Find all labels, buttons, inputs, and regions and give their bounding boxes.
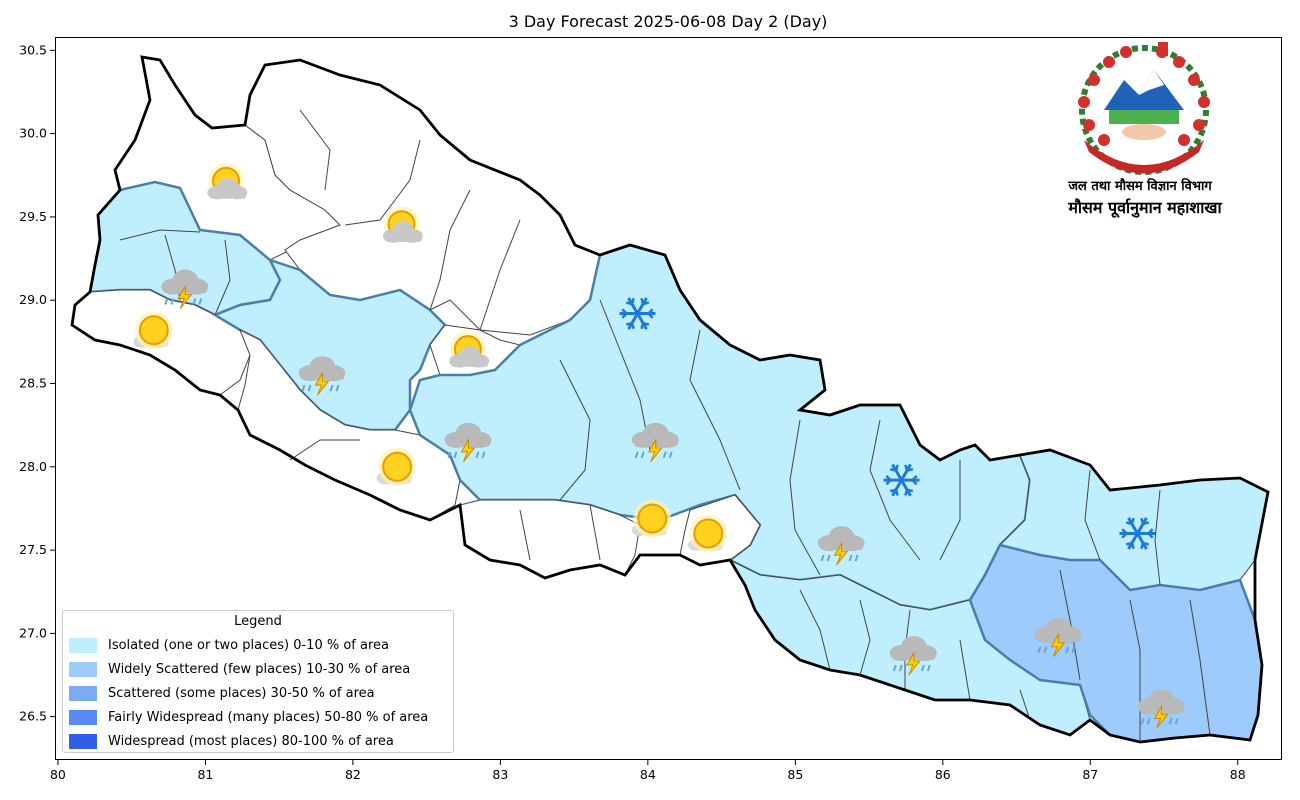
x-tick-label: 81 <box>197 767 213 782</box>
y-tick-label: 27.5 <box>19 542 47 557</box>
legend-swatch <box>69 685 97 701</box>
legend-label: Widely Scattered (few places) 10-30 % of… <box>108 661 411 677</box>
thunderstorm-rain-icon <box>631 422 679 463</box>
legend-swatch <box>69 661 97 677</box>
x-tick-label: 88 <box>1230 767 1246 782</box>
nepal-government-emblem <box>1078 42 1210 175</box>
map-title: 3 Day Forecast 2025-06-08 Day 2 (Day) <box>508 12 828 31</box>
weather-icons <box>133 162 1185 729</box>
axis-ticks: 80 81 82 83 84 85 86 87 88 30.5 30.0 29.5 29.0 28.5 28… <box>19 42 1246 782</box>
partly-cloudy-icon <box>449 331 490 368</box>
y-tick-label: 27.0 <box>19 625 47 640</box>
snow-icon <box>619 297 656 330</box>
y-tick-label: 29.5 <box>19 209 47 224</box>
sunny-icon <box>631 499 672 538</box>
x-tick-label: 85 <box>787 767 803 782</box>
legend-label: Isolated (one or two places) 0-10 % of a… <box>108 637 389 653</box>
legend-item-widely-scattered: Widely Scattered (few places) 10-30 % of… <box>69 660 410 678</box>
x-tick-label: 84 <box>640 767 656 782</box>
legend-swatch <box>69 637 97 653</box>
y-tick-label: 28.0 <box>19 459 47 474</box>
thunderstorm-rain-icon <box>1034 617 1082 658</box>
x-tick-label: 83 <box>492 767 508 782</box>
legend-swatch <box>69 733 97 749</box>
thunderstorm-rain-icon <box>298 356 346 396</box>
legend-swatch <box>69 709 97 725</box>
thunderstorm-rain-icon <box>817 526 865 566</box>
legend-label: Widespread (most places) 80-100 % of are… <box>108 733 394 749</box>
national-border <box>70 55 1270 744</box>
y-tick-label: 28.5 <box>19 376 47 391</box>
y-tick-label: 30.0 <box>19 126 47 141</box>
sunny-icon <box>133 311 173 350</box>
x-tick-label: 80 <box>50 767 66 782</box>
partly-cloudy-icon <box>207 162 248 200</box>
sunny-icon <box>376 447 417 486</box>
department-name: जल तथा मौसम विज्ञान विभाग <box>1068 179 1212 194</box>
snow-icon <box>1119 517 1156 550</box>
x-tick-label: 87 <box>1082 767 1098 782</box>
legend-item-scattered: Scattered (some places) 30-50 % of area <box>69 684 375 702</box>
district-borders <box>119 109 1211 740</box>
thunderstorm-rain-icon <box>444 422 492 463</box>
thunderstorm-rain-icon <box>889 636 937 676</box>
y-tick-label: 30.5 <box>19 42 47 57</box>
y-tick-label: 26.5 <box>19 709 47 724</box>
thunderstorm-rain-icon <box>161 269 209 309</box>
y-tick-label: 29.0 <box>19 292 47 307</box>
legend-item-widespread: Widespread (most places) 80-100 % of are… <box>69 732 394 750</box>
legend-item-isolated: Isolated (one or two places) 0-10 % of a… <box>69 636 389 654</box>
legend-item-fairly-widespread: Fairly Widespread (many places) 50-80 % … <box>69 708 428 726</box>
x-tick-label: 82 <box>345 767 361 782</box>
division-name: मौसम पूर्वानुमान महाशाखा <box>1068 198 1222 217</box>
legend: Legend Isolated (one or two places) 0-10… <box>62 610 454 753</box>
sunny-icon <box>687 514 728 553</box>
plot-frame <box>55 37 1282 760</box>
legend-label: Scattered (some places) 30-50 % of area <box>108 685 375 701</box>
legend-title: Legend <box>234 614 282 629</box>
snow-icon <box>883 463 920 497</box>
thunderstorm-rain-icon <box>1137 689 1185 729</box>
partly-cloudy-icon <box>382 206 423 243</box>
legend-label: Fairly Widespread (many places) 50-80 % … <box>108 709 429 725</box>
x-tick-label: 86 <box>935 767 951 782</box>
